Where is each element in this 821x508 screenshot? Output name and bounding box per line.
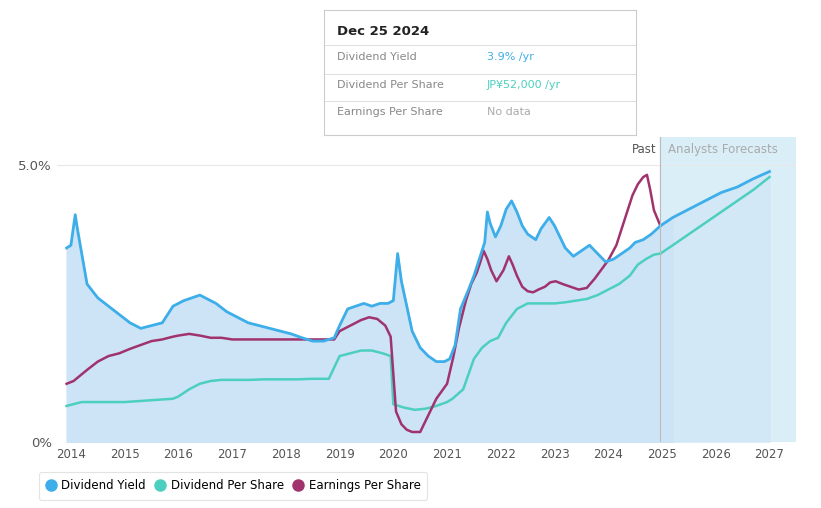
Text: 3.9% /yr: 3.9% /yr <box>487 52 534 62</box>
Text: Past: Past <box>631 143 656 156</box>
Text: Earnings Per Share: Earnings Per Share <box>337 107 443 117</box>
Text: Dec 25 2024: Dec 25 2024 <box>337 25 429 38</box>
Text: Dividend Per Share: Dividend Per Share <box>337 80 443 90</box>
Text: Dividend Yield: Dividend Yield <box>337 52 416 62</box>
Text: Analysts Forecasts: Analysts Forecasts <box>668 143 778 156</box>
Text: JP¥52,000 /yr: JP¥52,000 /yr <box>487 80 561 90</box>
Text: No data: No data <box>487 107 530 117</box>
Legend: Dividend Yield, Dividend Per Share, Earnings Per Share: Dividend Yield, Dividend Per Share, Earn… <box>39 472 428 499</box>
Bar <box>660 137 796 442</box>
